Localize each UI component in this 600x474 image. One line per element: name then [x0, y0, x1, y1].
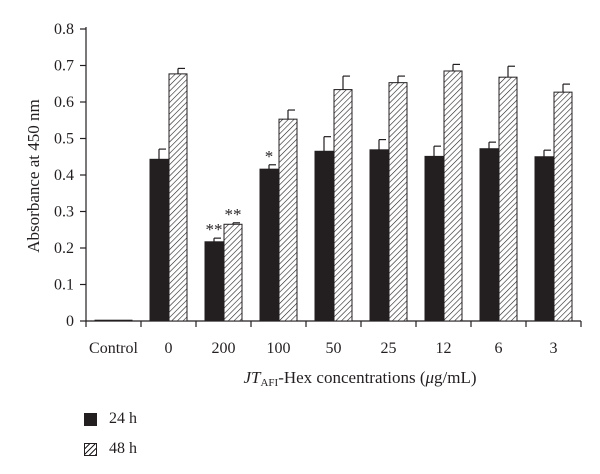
bar-48h	[168, 73, 188, 322]
bar-24h	[534, 156, 554, 322]
bar-24h	[204, 241, 224, 322]
x-tick-label: 100	[267, 340, 291, 357]
legend-item-48h: 48 h	[84, 434, 137, 464]
bar-48h	[553, 91, 573, 322]
y-tick-label: 0.4	[54, 167, 74, 184]
x-tick-label: 3	[550, 340, 558, 357]
bar-48h	[113, 319, 133, 322]
legend-label-48h: 48 h	[109, 440, 137, 457]
plot-area: 0 0.1 0.2 0.3 0.4 0.5 0.6 0.7 0.8 Control 0 200 100 5…	[54, 21, 582, 357]
legend-swatch-solid	[84, 412, 97, 426]
x-tick-label: Control	[89, 340, 138, 357]
significance-marker: **	[225, 205, 242, 224]
bar-24h	[479, 148, 499, 322]
x-tick-label: 25	[381, 340, 397, 357]
y-tick-label: 0	[66, 313, 74, 330]
y-tick-label: 0.7	[54, 58, 74, 75]
y-tick-label: 0.5	[54, 131, 74, 148]
bar-24h	[149, 158, 169, 322]
bar-48h	[333, 89, 353, 322]
bar-24h	[314, 150, 334, 322]
bar-24h	[94, 319, 114, 322]
bar-24h	[424, 155, 444, 322]
y-tick-label: 0.8	[54, 21, 74, 38]
y-tick-label: 0.2	[54, 240, 74, 257]
x-tick-label: 0	[165, 340, 173, 357]
x-tick-label: 6	[495, 340, 503, 357]
x-tick-label: 200	[212, 340, 236, 357]
bar-chart: 0 0.1 0.2 0.3 0.4 0.5 0.6 0.7 0.8 Control 0 200 100 5…	[24, 21, 582, 389]
bar-24h	[259, 168, 279, 322]
bar-48h	[443, 70, 463, 322]
legend: 24 h 48 h	[84, 404, 137, 464]
y-tick-label: 0.3	[54, 204, 74, 221]
bar-48h	[223, 223, 243, 322]
y-tick-label: 0.1	[54, 277, 74, 294]
legend-swatch-hatched	[84, 442, 97, 456]
significance-marker: *	[265, 147, 274, 166]
bar-48h	[278, 118, 298, 322]
significance-marker: **	[206, 220, 223, 239]
x-axis-label: JTAFI-Hex concentrations (μg/mL)	[243, 368, 476, 389]
bar-48h	[498, 76, 518, 322]
y-axis-label: Absorbance at 450 nm	[24, 99, 43, 252]
x-tick-label: 12	[436, 340, 452, 357]
bar-48h	[388, 82, 408, 322]
x-tick-label: 50	[326, 340, 342, 357]
legend-label-24h: 24 h	[109, 410, 137, 427]
y-tick-label: 0.6	[54, 94, 74, 111]
legend-item-24h: 24 h	[84, 404, 137, 434]
bar-24h	[369, 149, 389, 322]
